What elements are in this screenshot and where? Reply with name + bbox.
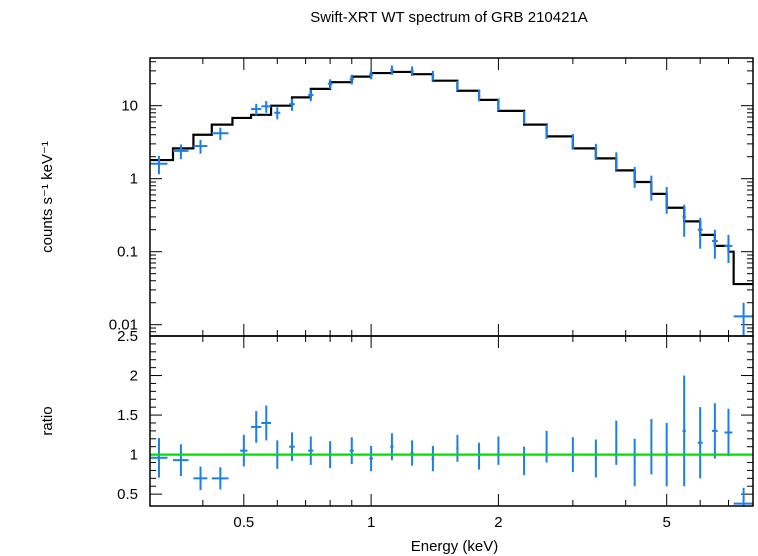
data-point	[261, 100, 272, 113]
y-tick-label: 10	[121, 98, 138, 115]
ratio-point	[633, 438, 636, 487]
ratio-point	[650, 419, 653, 475]
ratio-point	[390, 433, 394, 461]
data-point	[289, 98, 295, 111]
data-point	[650, 175, 653, 201]
data-point	[724, 234, 733, 263]
ratio-point	[308, 436, 314, 465]
spectrum-data-points	[150, 65, 753, 336]
ratio-y-axis-label: ratio	[39, 406, 56, 435]
data-point	[497, 98, 500, 111]
data-point	[251, 103, 262, 116]
ratio-point	[193, 466, 208, 491]
model-step-line	[150, 70, 753, 286]
ratio-point	[289, 432, 295, 461]
ratio-point	[615, 420, 618, 465]
y-tick-label: 1.5	[117, 407, 138, 424]
data-point	[172, 144, 189, 160]
x-tick-label: 5	[663, 514, 671, 531]
ratio-point	[497, 436, 500, 465]
data-point	[150, 155, 168, 175]
ratio-point	[172, 444, 189, 476]
x-tick-label: 2	[494, 514, 502, 531]
data-point	[545, 124, 548, 139]
ratio-point	[682, 375, 686, 487]
data-point	[390, 65, 394, 75]
data-point	[697, 217, 703, 249]
y-tick-label: 0.1	[117, 244, 138, 261]
x-axis-label: Energy (keV)	[411, 538, 499, 555]
y-tick-label: 1	[130, 447, 138, 464]
data-point	[327, 79, 333, 89]
y-tick-label: 0.01	[109, 317, 138, 334]
y-tick-label: 2.5	[117, 328, 138, 345]
data-point	[193, 139, 208, 154]
ratio-point	[240, 434, 248, 467]
y-tick-label: 1	[130, 171, 138, 188]
ratio-point	[349, 437, 354, 465]
data-point	[665, 186, 668, 214]
data-point	[456, 80, 459, 91]
y-tick-label: 0.5	[117, 486, 138, 503]
ratio-point	[594, 439, 597, 478]
data-point	[594, 143, 597, 161]
data-point	[369, 69, 373, 80]
spectrum-y-axis-label: counts s⁻¹ keV⁻¹	[39, 141, 56, 253]
data-point	[733, 302, 753, 336]
ratio-point	[261, 405, 272, 441]
ratio-point	[523, 446, 526, 476]
data-point	[571, 133, 574, 150]
data-point	[615, 152, 618, 171]
data-point	[410, 66, 414, 77]
ratio-point	[251, 411, 262, 443]
ratio-point	[431, 445, 435, 472]
ratio-data-points	[150, 375, 753, 506]
ratio-point	[456, 434, 459, 462]
data-point	[211, 127, 229, 140]
y-tick-label: 2	[130, 368, 138, 385]
data-point	[633, 166, 636, 188]
spectrum-panel: 0.01 0.1 1 10 counts s⁻¹ keV⁻¹	[39, 57, 754, 337]
ratio-point	[369, 445, 373, 472]
data-point	[431, 70, 435, 81]
ratio-point	[724, 408, 733, 457]
ratio-point	[478, 442, 481, 470]
data-point	[349, 74, 354, 85]
ratio-ticks: 0.5 1 2 5 0.5 1 1.5 2 2.5	[117, 328, 754, 531]
model-curve	[150, 70, 753, 286]
data-point	[682, 204, 686, 237]
x-tick-label: 0.5	[233, 514, 254, 531]
data-point	[712, 229, 718, 259]
spectrum-ticks: 0.01 0.1 1 10	[109, 58, 754, 337]
ratio-point	[211, 467, 229, 490]
ratio-point	[410, 440, 414, 466]
ratio-point	[545, 430, 548, 463]
ratio-point	[697, 407, 703, 479]
x-tick-label: 1	[367, 514, 375, 531]
spectrum-panel-frame	[149, 57, 754, 337]
data-point	[274, 107, 281, 120]
ratio-point	[733, 487, 753, 506]
ratio-point	[150, 438, 168, 478]
ratio-panel: 0.5 1 2 5 0.5 1 1.5 2 2.5 ratio Energy (keV)	[39, 328, 754, 555]
chart-title: Swift-XRT WT spectrum of GRB 210421A	[310, 9, 588, 26]
data-point	[308, 89, 314, 102]
ratio-panel-frame	[149, 335, 754, 507]
data-point	[478, 89, 481, 102]
data-point	[523, 111, 526, 125]
ratio-point	[712, 403, 718, 459]
